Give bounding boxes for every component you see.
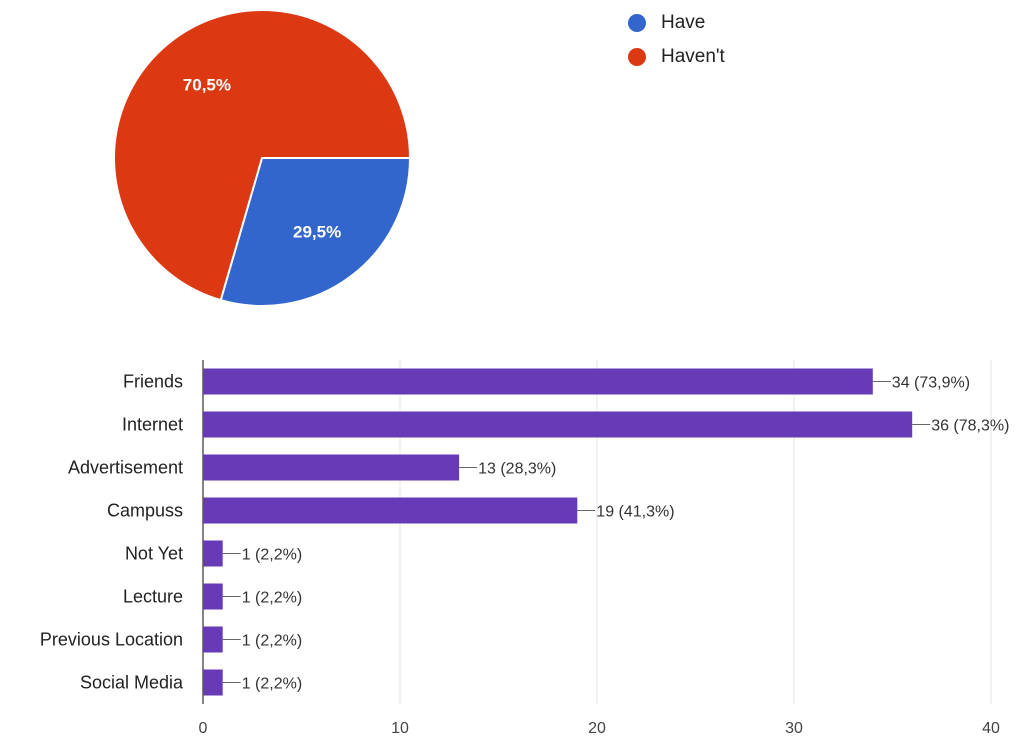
- legend-item-have: Have: [628, 6, 725, 40]
- bar-social-media: [203, 669, 223, 696]
- legend-item-havent: Haven't: [628, 40, 725, 74]
- category-label-internet: Internet: [122, 415, 183, 435]
- legend-swatch-have: [628, 14, 646, 32]
- pie-legend: Have Haven't: [628, 6, 725, 74]
- bar-previous-location: [203, 626, 223, 653]
- data-label-internet: 36 (78,3%): [931, 418, 1009, 435]
- x-tick-label-30: 30: [785, 720, 803, 737]
- pie-slice-have: [219, 157, 412, 307]
- bar-not-yet: [203, 540, 223, 567]
- bar-friends: [203, 368, 873, 395]
- bar-campuss: [203, 497, 578, 524]
- data-label-lecture: 1 (2,2%): [242, 590, 302, 607]
- data-label-not-yet: 1 (2,2%): [242, 547, 302, 564]
- bar-lecture: [203, 583, 223, 610]
- legend-label-havent: Haven't: [661, 46, 725, 67]
- x-tick-label-0: 0: [199, 720, 208, 737]
- data-label-friends: 34 (73,9%): [892, 375, 970, 392]
- x-tick-label-40: 40: [982, 720, 1000, 737]
- pie-slice-label-haven-t: 70,5%: [183, 76, 231, 95]
- pie-slice-haven-t: [113, 9, 412, 302]
- data-label-campuss: 19 (41,3%): [596, 504, 674, 521]
- data-label-advertisement: 13 (28,3%): [478, 461, 556, 478]
- category-label-friends: Friends: [123, 372, 183, 392]
- pie-chart: 29,5% 70,5%: [113, 9, 412, 307]
- bar-chart: 0 10 20 30 40 Friends 34 (73,9%) Internet 36 (78…: [40, 360, 1009, 737]
- category-label-previous-location: Previous Location: [40, 630, 183, 650]
- category-label-lecture: Lecture: [123, 587, 183, 607]
- legend-swatch-havent: [628, 48, 646, 66]
- category-label-campuss: Campuss: [107, 501, 183, 521]
- x-tick-label-20: 20: [588, 720, 606, 737]
- category-label-advertisement: Advertisement: [68, 458, 183, 478]
- category-label-social-media: Social Media: [80, 673, 184, 693]
- pie-slice-label-have: 29,5%: [293, 222, 341, 241]
- legend-label-have: Have: [661, 12, 706, 33]
- data-label-social-media: 1 (2,2%): [242, 676, 302, 693]
- x-tick-label-10: 10: [391, 720, 409, 737]
- bar-internet: [203, 411, 913, 438]
- bar-advertisement: [203, 454, 460, 481]
- data-label-previous-location: 1 (2,2%): [242, 633, 302, 650]
- category-label-not-yet: Not Yet: [125, 544, 183, 564]
